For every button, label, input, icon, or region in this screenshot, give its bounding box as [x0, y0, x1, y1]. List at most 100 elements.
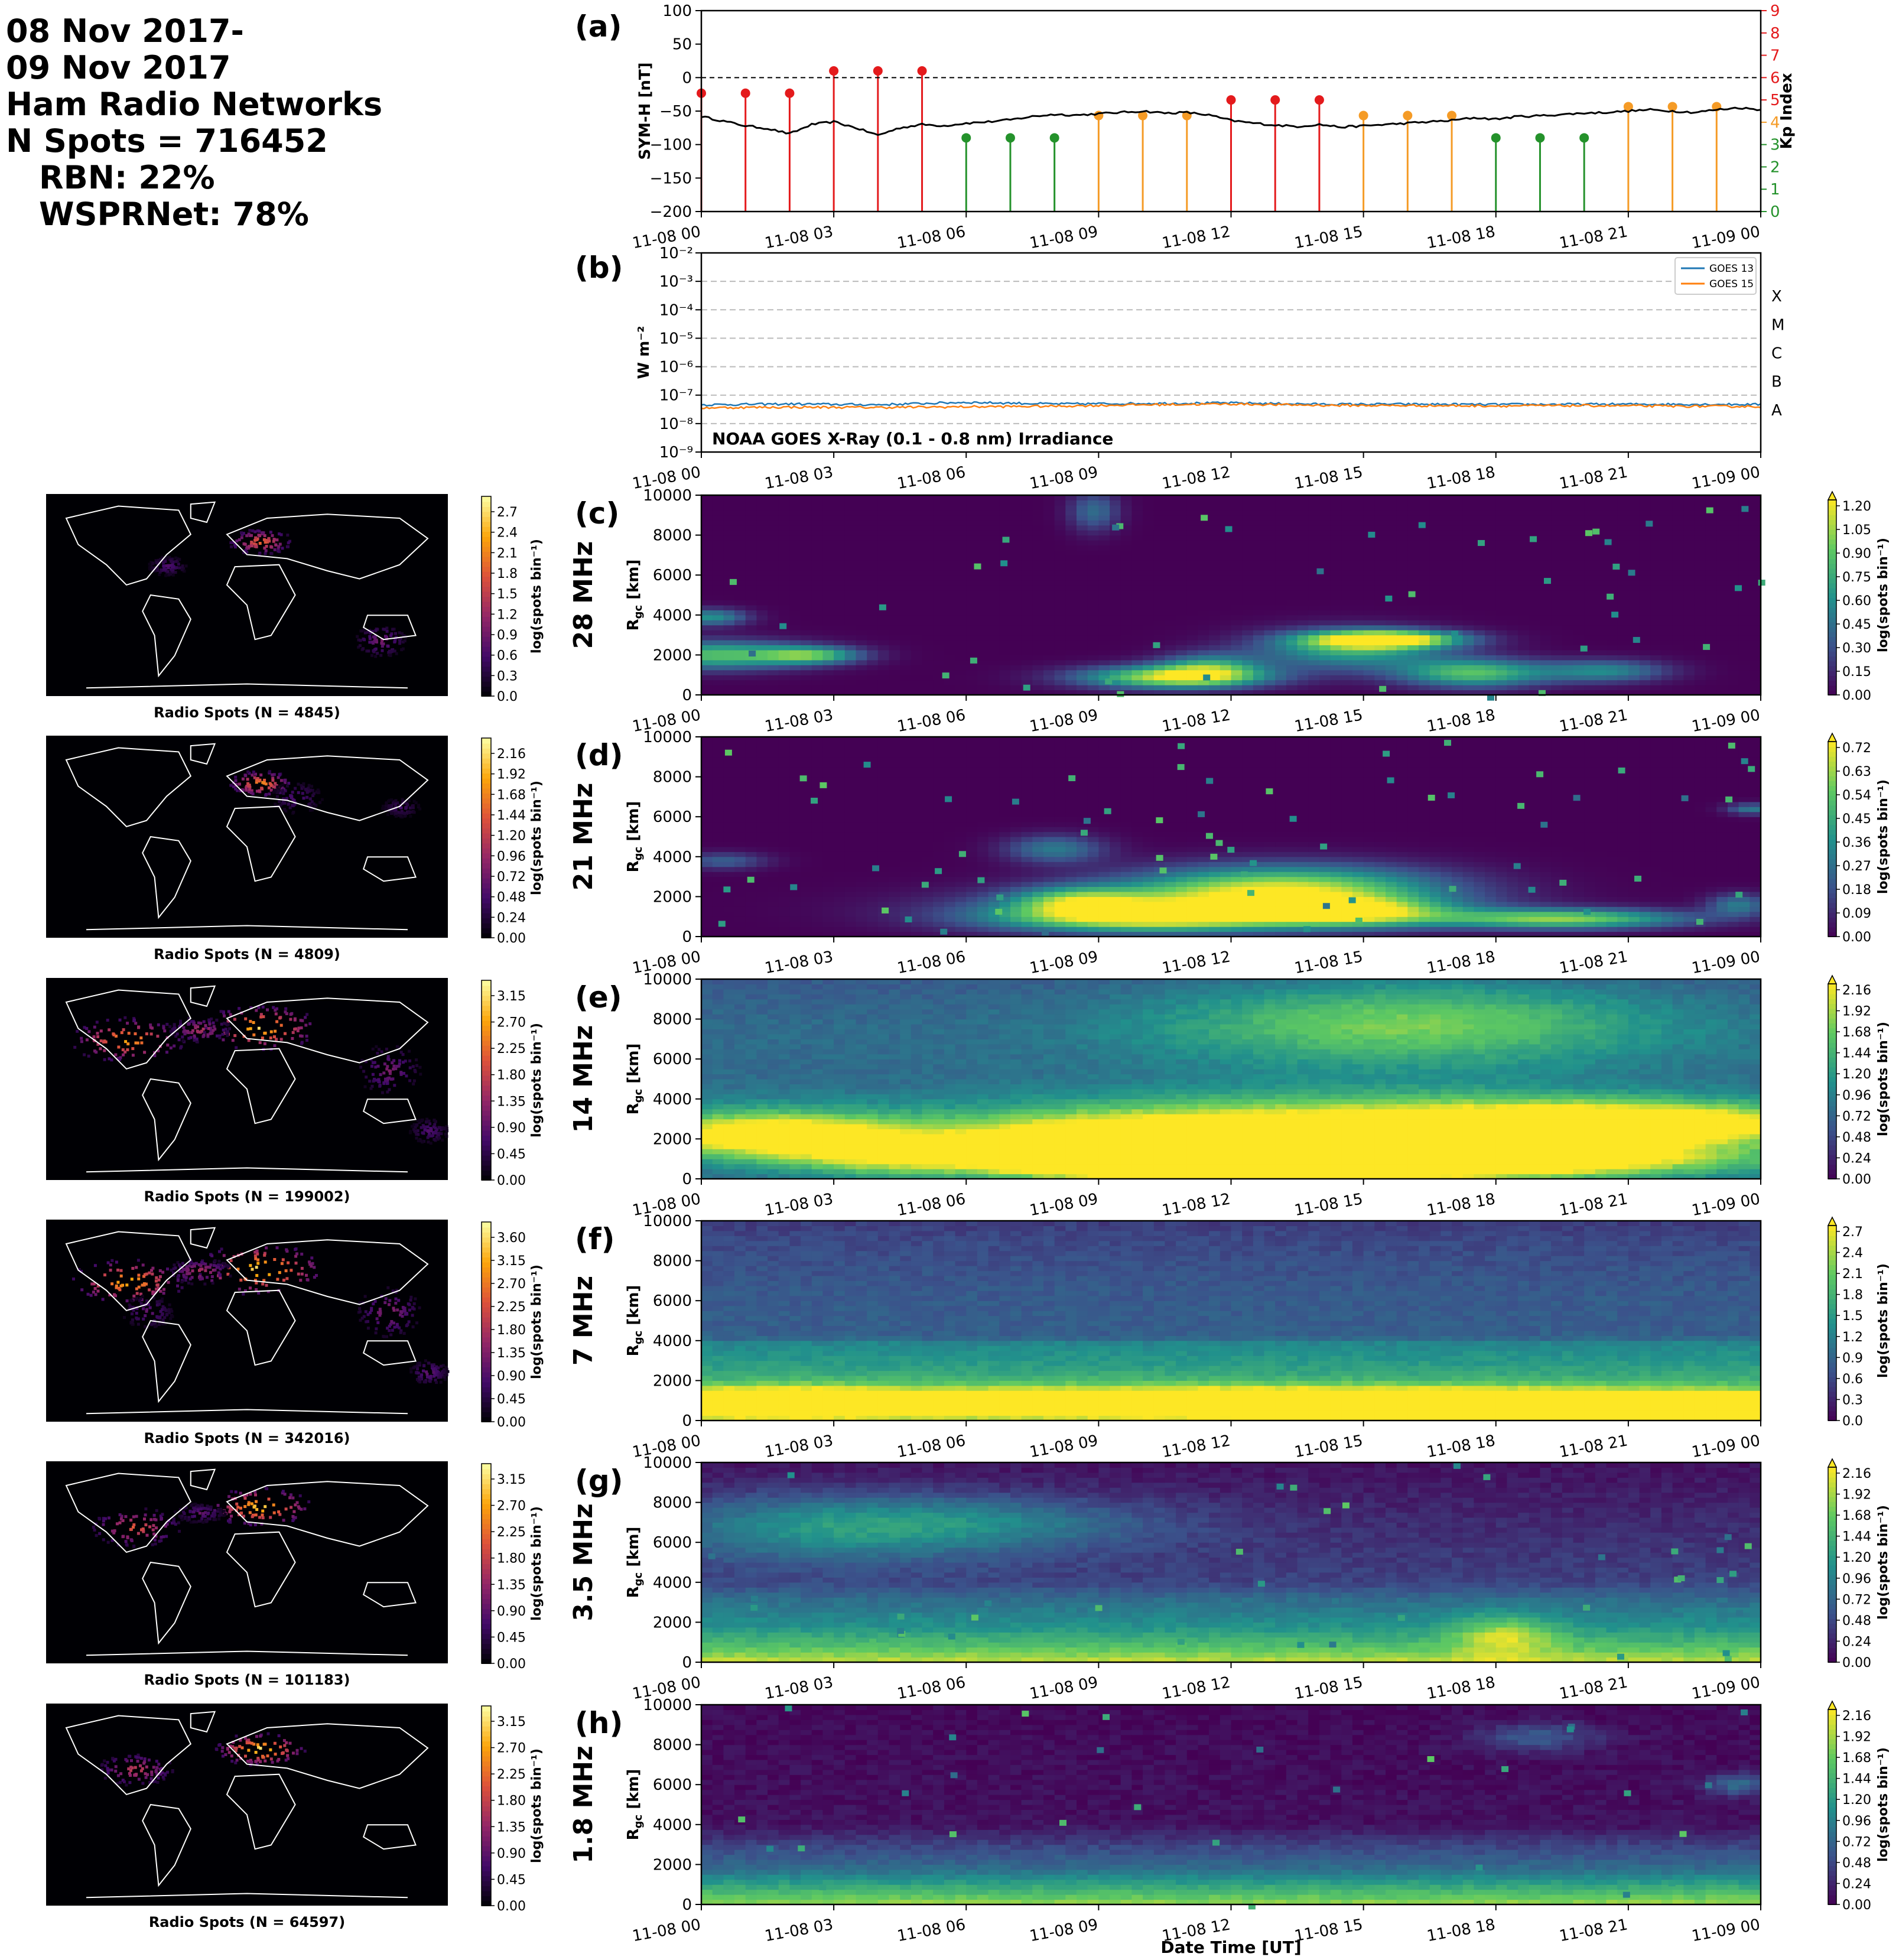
- heatmap-cell: [745, 772, 757, 778]
- heatmap-cell: [1131, 545, 1143, 551]
- heatmap-cell: [1750, 510, 1761, 516]
- heatmap-cell: [1595, 615, 1607, 620]
- heatmap-cell: [778, 659, 790, 665]
- map-spot: [390, 632, 394, 636]
- heatmap-cell: [1529, 565, 1541, 571]
- heatmap-cell: [1253, 635, 1265, 641]
- heatmap-cell: [1529, 600, 1541, 606]
- heatmap-cell: [1407, 665, 1419, 671]
- heatmap-cell: [877, 540, 890, 545]
- heatmap-cell: [1396, 555, 1408, 561]
- heatmap-cell: [977, 560, 989, 565]
- heatmap-cell: [789, 851, 801, 857]
- heatmap-cell: [1186, 625, 1199, 630]
- heatmap-cell: [867, 665, 879, 671]
- heatmap-cell: [1242, 505, 1254, 511]
- heatmap-cell: [1694, 510, 1706, 516]
- heatmap-cell: [877, 575, 890, 581]
- heatmap-cell: [1474, 655, 1485, 661]
- heatmap-cell: [745, 856, 757, 862]
- heatmap-cell: [723, 560, 735, 565]
- heatmap-cell: [1728, 640, 1739, 645]
- heatmap-cell: [1065, 650, 1077, 655]
- heatmap-cell: [1209, 675, 1221, 681]
- map-spot: [240, 531, 243, 535]
- heatmap-cell: [1010, 535, 1022, 541]
- heatmap-cell: [1440, 659, 1452, 665]
- heatmap-cell: [999, 525, 1011, 531]
- heatmap-cell: [768, 604, 779, 610]
- heatmap-cell: [877, 570, 890, 576]
- heatmap-cell: [723, 510, 735, 516]
- heatmap-cell: [1750, 495, 1761, 500]
- heatmap-cell: [900, 510, 912, 516]
- heatmap-cell: [745, 911, 757, 917]
- heatmap-cell: [778, 595, 790, 600]
- heatmap-cell: [1485, 560, 1497, 565]
- heatmap-cell: [999, 675, 1011, 681]
- heatmap-cell: [889, 690, 900, 695]
- heatmap-cell: [1540, 585, 1552, 591]
- heatmap-cell: [1010, 580, 1022, 586]
- heatmap-cell: [1529, 575, 1541, 581]
- heatmap-cell: [1628, 590, 1640, 596]
- heatmap-cell: [1716, 645, 1728, 651]
- heatmap-cell: [1562, 495, 1574, 500]
- heatmap-cell: [1407, 610, 1419, 616]
- heatmap-cell: [734, 886, 746, 892]
- heatmap-cell: [768, 931, 779, 937]
- heatmap-cell: [1341, 625, 1353, 630]
- heatmap-cell: [1098, 550, 1110, 555]
- heatmap-cell: [1153, 650, 1166, 655]
- heatmap-cell: [1143, 570, 1155, 576]
- heatmap-cell: [801, 872, 812, 877]
- heatmap-cell: [778, 500, 790, 506]
- map-colorbar-tick-label: 2.1: [497, 546, 518, 561]
- heatmap-cell: [822, 786, 834, 792]
- heatmap-cell: [1363, 604, 1375, 610]
- heatmap-cell: [778, 776, 790, 782]
- heatmap-cell: [1728, 685, 1739, 691]
- heatmap-cell: [723, 872, 735, 877]
- heatmap-cell: [1551, 525, 1563, 531]
- heatmap-cell: [1165, 555, 1176, 561]
- heatmap-cell: [1087, 665, 1099, 671]
- heatmap-cell: [1573, 655, 1585, 661]
- heatmap-cell: [900, 635, 912, 641]
- heatmap-cell: [789, 911, 801, 917]
- heatmap-cell: [1374, 620, 1386, 626]
- heatmap-cell: [1054, 680, 1066, 685]
- heatmap-cell: [789, 766, 801, 772]
- heatmap-cell: [1054, 600, 1066, 606]
- heatmap-cell: [756, 545, 768, 551]
- heatmap-cell: [1683, 520, 1695, 526]
- heatmap-cell: [1297, 525, 1309, 531]
- heatmap-cell: [778, 495, 790, 500]
- heatmap-cell: [1518, 590, 1530, 596]
- heatmap-cell: [966, 565, 978, 571]
- heatmap-cell: [1131, 650, 1143, 655]
- heatmap-cell: [1650, 575, 1662, 581]
- heatmap-cell: [1529, 659, 1541, 665]
- heatmap-cell: [778, 585, 790, 591]
- heatmap-cell: [1032, 620, 1044, 626]
- heatmap-cell: [1021, 585, 1033, 591]
- heatmap-cell: [1573, 645, 1585, 651]
- heatmap-cell: [723, 615, 735, 620]
- heatmap-cell: [1595, 555, 1607, 561]
- heatmap-cell: [977, 620, 989, 626]
- heatmap-cell: [1374, 680, 1386, 685]
- heatmap-cell: [1165, 545, 1176, 551]
- heatmap-cell: [1386, 645, 1397, 651]
- heatmap-cell: [1584, 525, 1596, 531]
- heatmap-cell: [834, 876, 846, 882]
- heatmap-cell: [1186, 560, 1199, 565]
- heatmap-cell: [999, 580, 1011, 586]
- heatmap-cell: [1198, 505, 1209, 511]
- heatmap-cell: [789, 655, 801, 661]
- heatmap-cell: [1110, 545, 1121, 551]
- map-spot: [151, 562, 155, 565]
- heatmap-cell: [768, 846, 779, 852]
- heatmap-cell: [1507, 675, 1518, 681]
- map-spot: [368, 637, 372, 641]
